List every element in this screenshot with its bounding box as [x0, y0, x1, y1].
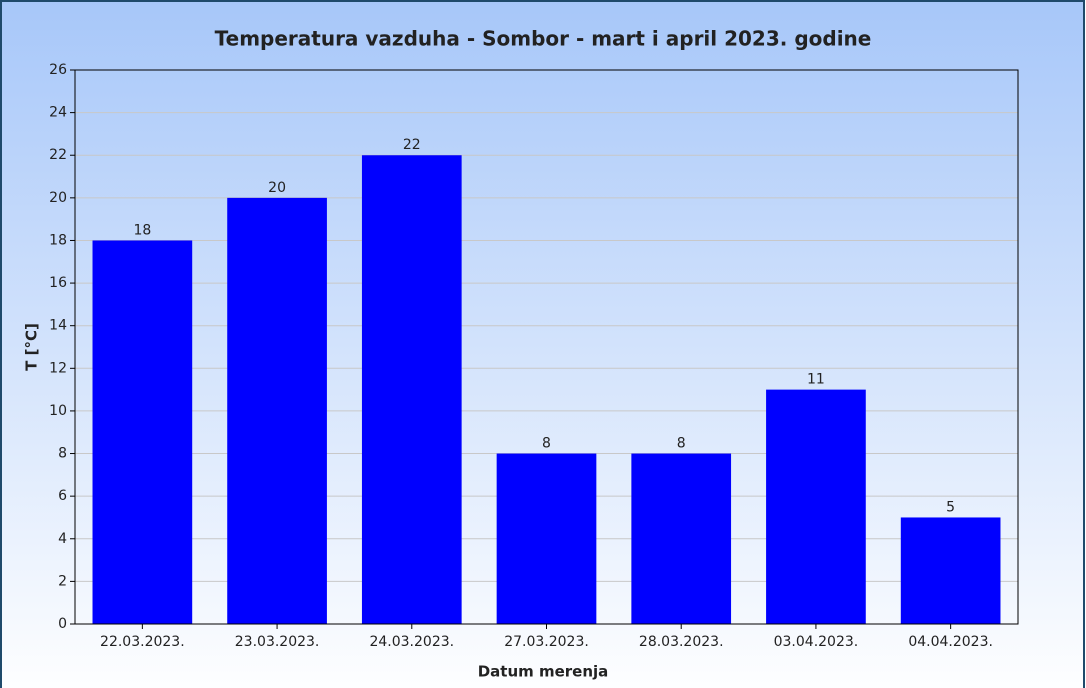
y-tick-label: 20 — [49, 190, 67, 206]
y-tick-label: 16 — [49, 275, 67, 291]
y-tick-label: 22 — [49, 147, 67, 163]
bar — [631, 453, 732, 624]
bar — [361, 155, 462, 624]
bar — [766, 389, 866, 624]
data-label: 8 — [542, 436, 551, 452]
x-tick-label: 23.03.2023. — [235, 634, 320, 650]
bar — [227, 197, 327, 624]
y-tick-label: 14 — [49, 318, 67, 334]
data-label: 22 — [403, 137, 421, 153]
x-tick-label: 28.03.2023. — [639, 634, 724, 650]
x-axis-title: Datum merenja — [478, 663, 609, 681]
data-label: 20 — [268, 180, 286, 196]
x-tick-label: 04.04.2023. — [908, 634, 993, 650]
data-label: 5 — [946, 499, 955, 515]
x-tick-label: 24.03.2023. — [369, 634, 454, 650]
y-tick-label: 18 — [49, 232, 67, 248]
y-tick-label: 4 — [58, 531, 67, 547]
y-tick-label: 0 — [58, 616, 67, 632]
data-label: 8 — [677, 436, 686, 452]
y-tick-label: 26 — [49, 62, 67, 78]
bar — [900, 517, 1001, 624]
y-tick-label: 10 — [49, 403, 67, 419]
y-tick-label: 24 — [49, 105, 67, 121]
x-tick-label: 22.03.2023. — [100, 634, 185, 650]
bar — [92, 240, 193, 624]
y-tick-label: 12 — [49, 360, 67, 376]
y-tick-label: 2 — [58, 573, 67, 589]
y-tick-label: 8 — [58, 446, 67, 462]
data-label: 18 — [133, 222, 151, 238]
chart-title: Temperatura vazduha - Sombor - mart i ap… — [215, 27, 872, 51]
x-tick-label: 27.03.2023. — [504, 634, 589, 650]
y-tick-label: 6 — [58, 488, 67, 504]
y-axis-title: T [°C] — [23, 323, 41, 371]
plot-border — [74, 69, 1019, 625]
x-tick-label: 03.04.2023. — [774, 634, 859, 650]
bar — [496, 453, 597, 624]
data-label: 11 — [807, 372, 825, 388]
